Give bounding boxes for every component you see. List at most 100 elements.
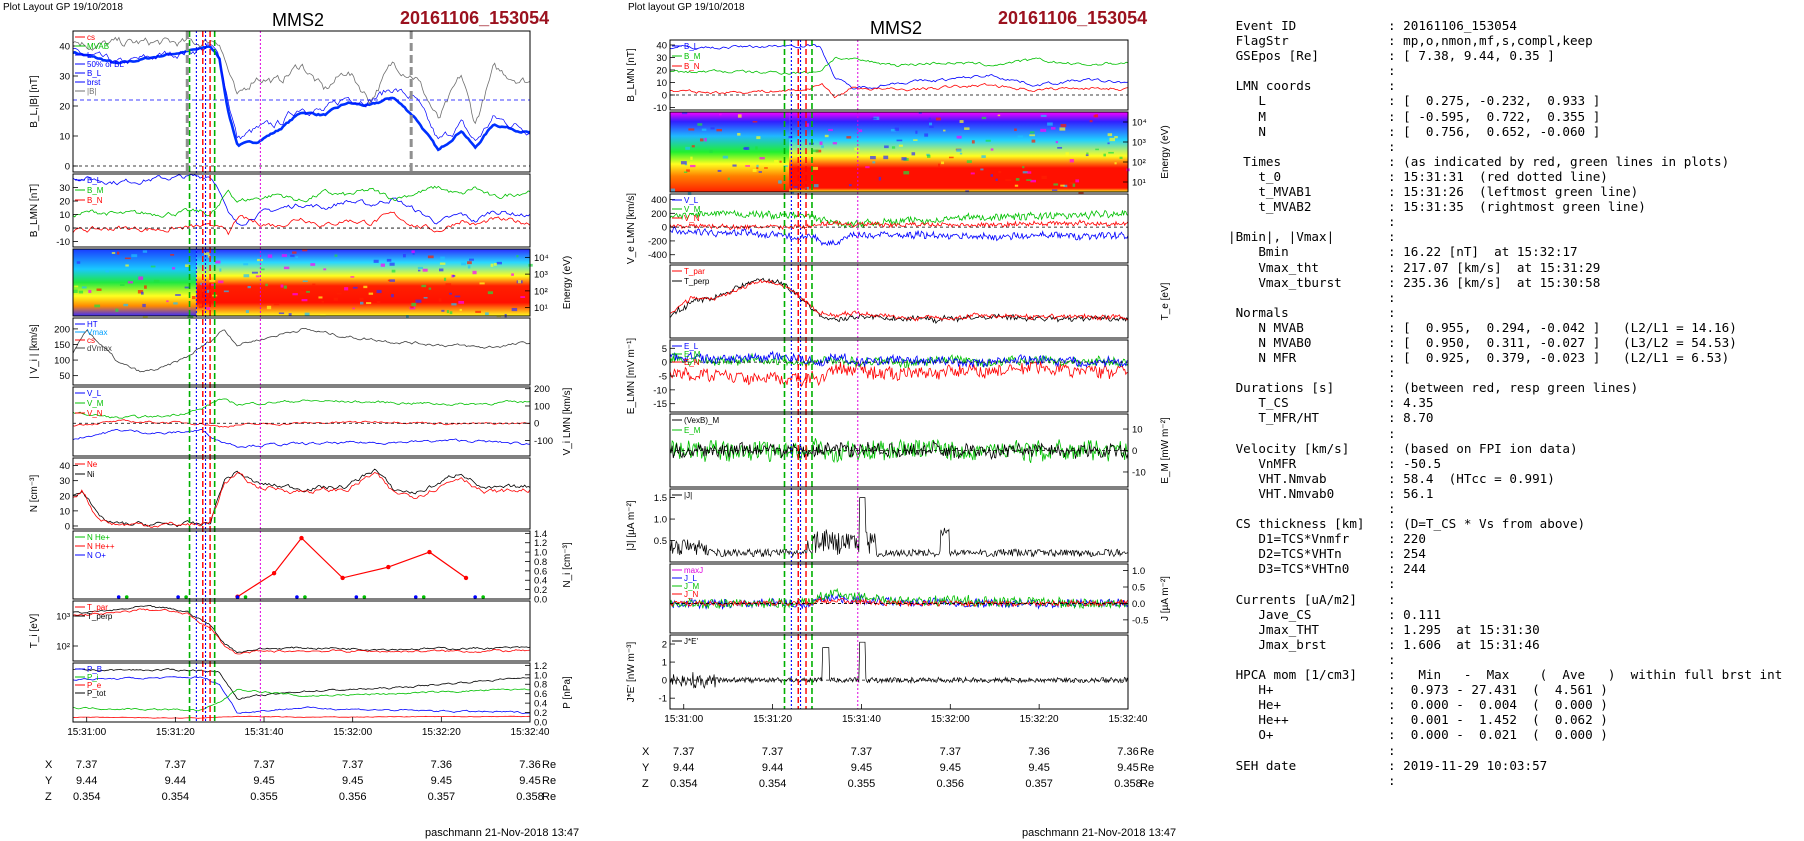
spectrogram-pixel: [211, 284, 216, 286]
y-tick-label: 1.4: [534, 529, 547, 540]
left-coord-value: 9.45: [253, 775, 274, 787]
VexB-M-line: [669, 440, 1129, 460]
middle-coord-value: 0.358: [1114, 778, 1142, 790]
info-value: (as indicated by red, green lines in plo…: [1403, 153, 1730, 169]
info-key: L: [1228, 93, 1266, 109]
He+-point: [184, 595, 188, 599]
info-key: Bmin: [1228, 244, 1289, 260]
info-key: t_MVAB2: [1228, 199, 1312, 215]
info-row: VHT.Nmvab0: 56.1: [1228, 486, 1782, 501]
spectrogram-pixel: [865, 166, 870, 169]
info-row: t_MVAB1: 15:31:26 (leftmost green line): [1228, 184, 1782, 199]
y-tick-label: 10⁴: [1132, 118, 1147, 129]
spectrogram-pixel: [323, 268, 327, 271]
O+-point: [295, 595, 299, 599]
spectrogram-pixel: [96, 288, 102, 291]
spectrogram-pixel: [1040, 114, 1047, 117]
left-panel-frame: [72, 173, 531, 248]
left-coord-value: 0.354: [73, 791, 101, 803]
middle-panel-frame: [669, 39, 1129, 111]
info-key: He+: [1228, 697, 1282, 713]
middle-footer: paschmann 21-Nov-2018 13:47: [1022, 827, 1177, 839]
middle-y-axis-label: E_LMN [mV m⁻¹]: [626, 338, 637, 415]
legend-entry: J_L: [684, 574, 697, 583]
spectrogram-pixel: [88, 289, 92, 294]
spectrogram-pixel: [443, 277, 447, 281]
Ti-perp-line: [72, 608, 531, 655]
info-row: Durations [s]: (between red, resp green …: [1228, 380, 1782, 395]
middle-panel-frame: [669, 339, 1129, 413]
spectrogram-pixel: [304, 312, 310, 316]
y-tick-label: 0.5: [1132, 583, 1145, 594]
spectrogram-pixel: [995, 178, 998, 181]
middle-coord-value: 7.36: [1117, 746, 1138, 758]
spectrogram-pixel: [485, 312, 489, 316]
info-row: O+: 0.000 - 0.021 ( 0.000 ): [1228, 727, 1782, 742]
spectrogram-pixel: [716, 128, 722, 132]
spectrogram-pixel: [350, 276, 355, 278]
legend-entry: N O+: [87, 551, 106, 560]
spectrogram-pixel: [998, 170, 1002, 174]
spectrogram-pixel: [402, 254, 406, 258]
EN-line: [669, 350, 1129, 368]
info-row: Jave_CS: 0.111: [1228, 607, 1782, 622]
O+-point: [354, 595, 359, 599]
spectrogram-pixel: [266, 305, 272, 310]
y-tick-label: 0: [65, 521, 70, 532]
spectrogram-pixel: [938, 163, 941, 167]
left-coord-axis: Y: [45, 775, 53, 787]
spectrogram-pixel: [273, 302, 280, 306]
spectrogram-pixel: [898, 144, 903, 147]
left-spacecraft-title: MMS2: [272, 10, 325, 30]
info-colon: :: [1388, 501, 1404, 516]
He++-line: [237, 537, 467, 598]
Vi-magnitude-line: [72, 327, 531, 373]
legend-entry: 50% of BL: [87, 60, 124, 69]
left-coord-unit: Re: [542, 759, 556, 771]
spectrogram-pixel: [450, 272, 454, 275]
spectrogram-pixel: [243, 263, 249, 266]
info-value: 217.07 [km/s] at 15:31:29: [1403, 259, 1601, 275]
info-colon: :: [1388, 440, 1404, 456]
info-value: (based on FPI ion data): [1403, 440, 1578, 456]
spectrogram-pixel: [848, 184, 852, 187]
info-value: -50.5: [1403, 455, 1442, 471]
legend-entry: MVAB: [87, 42, 109, 51]
info-colon: :: [1388, 636, 1404, 652]
info-colon: :: [1388, 531, 1404, 547]
y-tick-label: 30: [59, 183, 70, 194]
spectrogram-pixel: [699, 138, 704, 142]
info-row: L: [ 0.275, -0.232, 0.933 ]: [1228, 93, 1782, 108]
info-colon: :: [1388, 395, 1404, 411]
info-key: M: [1228, 108, 1266, 124]
spectrogram-pixel: [175, 294, 181, 296]
left-time-tick-label: 15:32:20: [422, 727, 461, 738]
spectrogram-pixel: [389, 262, 395, 266]
spectrogram-pixel: [755, 146, 758, 150]
spectrogram-pixel: [890, 128, 896, 132]
info-value: [ -0.595, 0.722, 0.355 ]: [1403, 108, 1601, 124]
left-coord-value: 9.45: [431, 775, 452, 787]
spectrogram-pixel: [1108, 151, 1114, 154]
info-key: N: [1228, 123, 1266, 139]
middle-time-tick-label: 15:32:20: [1020, 714, 1059, 725]
JdotE-line: [669, 641, 1129, 689]
y-tick-label: 10: [59, 132, 70, 143]
y-tick-label: 40: [59, 461, 70, 472]
y-tick-label: 10³: [56, 612, 70, 623]
middle-y-axis-label: T_e [eV]: [1160, 282, 1171, 320]
middle-panel-frame: [669, 193, 1129, 264]
He++-point: [427, 549, 432, 555]
J-magnitude-line: [669, 497, 1129, 558]
y-tick-label: 0.0: [1132, 599, 1145, 610]
spectrogram-pixel: [312, 283, 316, 286]
spectrogram-pixel: [359, 297, 364, 301]
spectrogram-pixel: [245, 310, 249, 314]
left-coord-axis: X: [45, 759, 53, 771]
spectrogram-pixel: [759, 157, 765, 160]
y-tick-label: 0: [1132, 446, 1137, 457]
O+-point: [235, 595, 240, 599]
spectrogram-pixel: [251, 271, 258, 274]
y-tick-label: 10¹: [534, 303, 548, 314]
legend-entry: (VexB)_M: [684, 416, 719, 425]
